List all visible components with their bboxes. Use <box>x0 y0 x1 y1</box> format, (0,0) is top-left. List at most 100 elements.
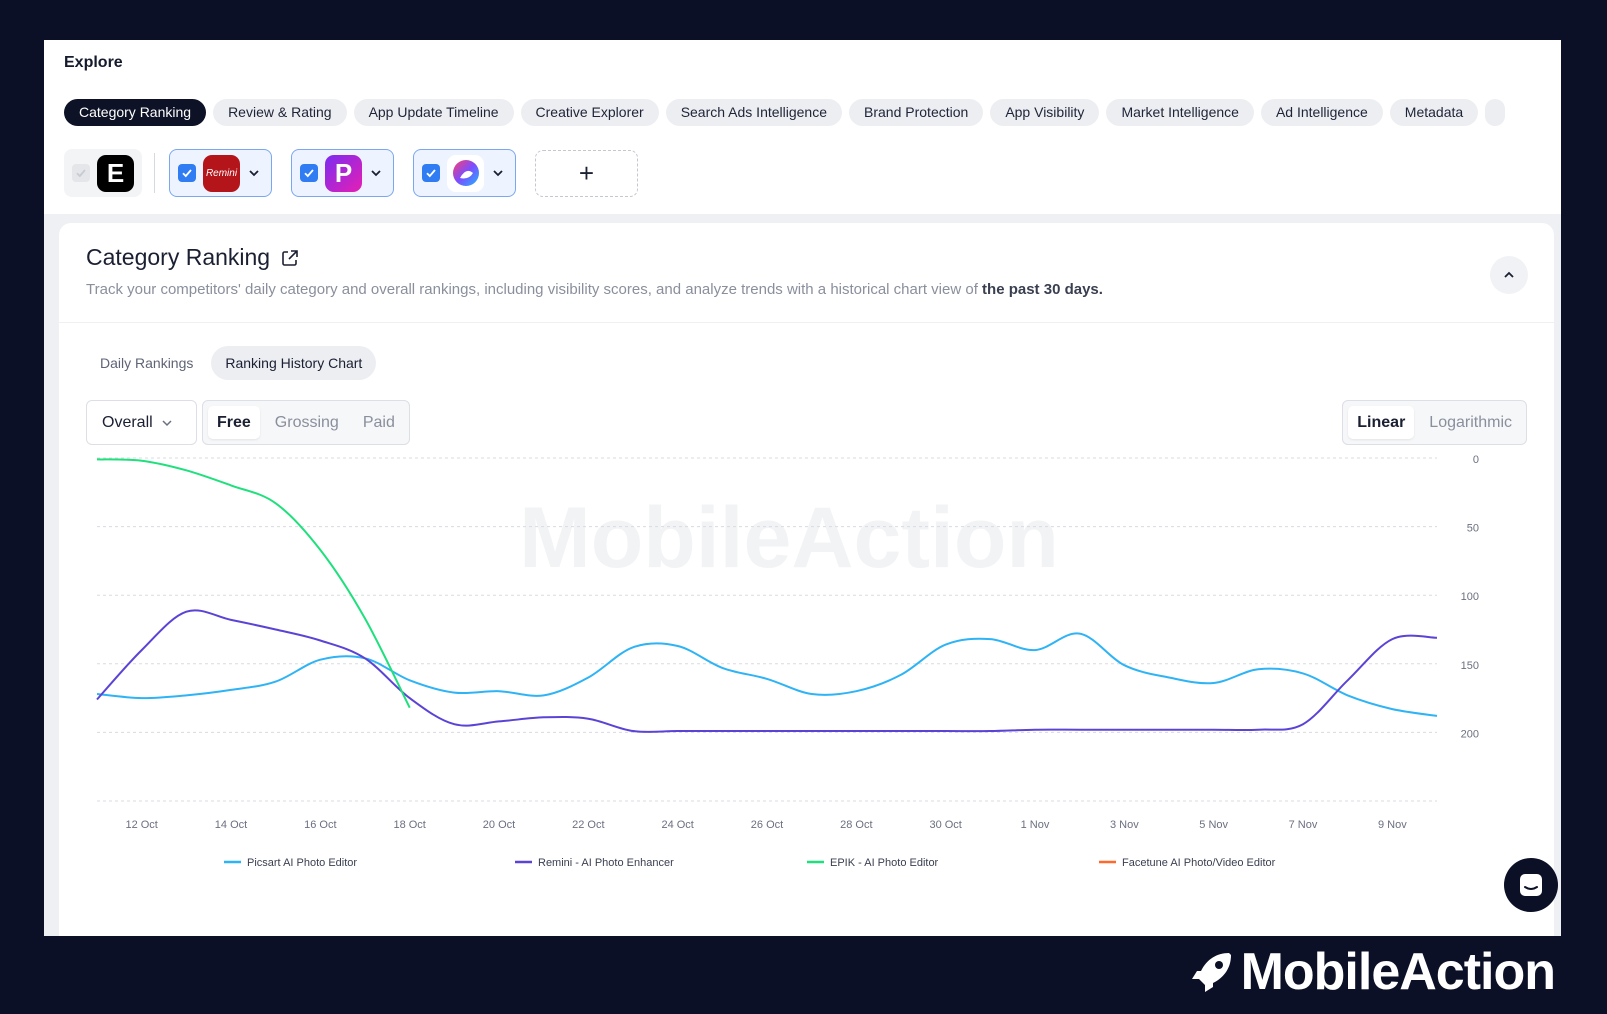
chart-controls: Overall Free Grossing Paid <box>86 400 410 445</box>
chevron-down-icon[interactable] <box>247 166 261 180</box>
x-tick-label: 5 Nov <box>1199 819 1228 831</box>
chevron-up-icon <box>1504 271 1514 278</box>
chevron-down-icon[interactable] <box>491 166 505 180</box>
view-tabs: Daily Rankings Ranking History Chart <box>86 346 377 380</box>
segment-logarithmic[interactable]: Logarithmic <box>1429 414 1512 431</box>
tab-market-intelligence[interactable]: Market Intelligence <box>1106 99 1254 126</box>
checkbox-icon[interactable] <box>178 164 196 182</box>
chart-legend: Picsart AI Photo Editor Remini - AI Photo… <box>224 857 1276 869</box>
add-app-button[interactable]: + <box>535 149 638 197</box>
legend-item[interactable]: Picsart AI Photo Editor <box>224 857 357 869</box>
x-tick-label: 20 Oct <box>483 819 515 831</box>
feature-tabs: Category Ranking Review & Rating App Upd… <box>64 99 1561 126</box>
x-tick-label: 7 Nov <box>1289 819 1318 831</box>
chevron-down-icon <box>162 419 172 426</box>
dropdown-value: Overall <box>102 413 153 431</box>
app-chip-remini[interactable]: Remini <box>169 149 272 197</box>
x-tick-label: 26 Oct <box>751 819 783 831</box>
tab-daily-rankings[interactable]: Daily Rankings <box>100 355 194 371</box>
x-tick-label: 16 Oct <box>304 819 336 831</box>
tab-search-ads-intelligence[interactable]: Search Ads Intelligence <box>665 99 843 126</box>
rocket-logo-icon <box>1191 953 1231 992</box>
x-tick-label: 12 Oct <box>125 819 157 831</box>
scale-segment: Linear Logarithmic <box>1342 400 1527 445</box>
divider <box>154 153 155 193</box>
segment-free[interactable]: Free <box>208 406 260 439</box>
y-tick-label: 0 <box>1473 455 1479 466</box>
tab-app-visibility[interactable]: App Visibility <box>990 99 1100 126</box>
x-tick-label: 14 Oct <box>215 819 247 831</box>
card-divider <box>59 322 1554 323</box>
x-axis: 12 Oct 14 Oct 16 Oct 18 Oct 20 Oct 22 Oct 24 O… <box>125 819 1407 831</box>
category-ranking-card: Category Ranking Track your competitors'… <box>59 223 1554 936</box>
chat-icon <box>1520 874 1542 896</box>
x-tick-label: 28 Oct <box>840 819 872 831</box>
legend-label: EPIK - AI Photo Editor <box>830 857 939 869</box>
facetune-app-icon <box>447 154 484 192</box>
pricing-segment: Free Grossing Paid <box>202 400 410 445</box>
series-lines <box>96 458 1438 733</box>
checkbox-icon[interactable] <box>422 164 440 182</box>
app-selector: E Remini P <box>64 148 638 198</box>
legend-label: Remini - AI Photo Enhancer <box>538 857 674 869</box>
ranking-history-chart: MobileAction 0 50 100 150 200 12 Oct 14 Oct 16… <box>96 455 1479 869</box>
tab-metadata[interactable]: Metadata <box>1389 99 1479 126</box>
app-chip-epik[interactable]: E <box>64 149 142 197</box>
checkbox-icon[interactable] <box>72 164 90 182</box>
epik-app-icon: E <box>97 154 134 192</box>
chevron-down-icon[interactable] <box>369 166 383 180</box>
picsart-app-icon: P <box>325 154 362 192</box>
card-description-text: Track your competitors' daily category a… <box>86 281 983 298</box>
x-tick-label: 9 Nov <box>1378 819 1407 831</box>
y-axis: 0 50 100 150 200 <box>1461 455 1479 740</box>
legend-item[interactable]: Facetune AI Photo/Video Editor <box>1099 857 1276 869</box>
card-description: Track your competitors' daily category a… <box>86 281 1103 298</box>
legend-item[interactable]: EPIK - AI Photo Editor <box>807 857 939 869</box>
chart-grid <box>97 457 1437 802</box>
scale-toggle: Linear Logarithmic <box>1342 400 1527 445</box>
tab-brand-protection[interactable]: Brand Protection <box>849 99 984 126</box>
y-tick-label: 50 <box>1467 523 1479 535</box>
checkbox-icon[interactable] <box>300 164 318 182</box>
series-line[interactable] <box>96 632 1438 717</box>
watermark-text: MobileAction <box>519 490 1059 586</box>
app-chip-facetune[interactable] <box>413 149 516 197</box>
tab-app-update-timeline[interactable]: App Update Timeline <box>353 99 514 126</box>
y-tick-label: 150 <box>1461 660 1479 672</box>
app-chip-picsart[interactable]: P <box>291 149 394 197</box>
x-tick-label: 3 Nov <box>1110 819 1139 831</box>
explore-heading: Explore <box>64 54 123 71</box>
brand-logo: MobileAction <box>1189 942 1556 1002</box>
x-tick-label: 24 Oct <box>661 819 693 831</box>
y-tick-label: 200 <box>1461 728 1479 740</box>
ranking-type-dropdown[interactable]: Overall <box>86 400 197 445</box>
tab-ad-intelligence[interactable]: Ad Intelligence <box>1260 99 1383 126</box>
tab-review-rating[interactable]: Review & Rating <box>213 99 347 126</box>
segment-linear[interactable]: Linear <box>1348 406 1415 439</box>
segment-paid[interactable]: Paid <box>362 414 395 431</box>
segment-grossing[interactable]: Grossing <box>274 414 339 431</box>
chat-launcher-button[interactable] <box>1504 858 1558 912</box>
x-tick-label: 30 Oct <box>929 819 961 831</box>
series-line[interactable] <box>96 458 411 709</box>
collapse-button[interactable] <box>1490 256 1528 294</box>
card-description-bold: the past 30 days. <box>982 281 1103 298</box>
x-tick-label: 1 Nov <box>1021 819 1050 831</box>
tab-overflow[interactable] <box>1485 99 1506 126</box>
brand-text: MobileAction <box>1240 943 1556 1001</box>
tab-category-ranking[interactable]: Category Ranking <box>64 99 207 126</box>
legend-label: Picsart AI Photo Editor <box>247 857 357 869</box>
legend-item[interactable]: Remini - AI Photo Enhancer <box>515 857 674 869</box>
series-line[interactable] <box>96 609 1438 733</box>
tab-creative-explorer[interactable]: Creative Explorer <box>520 99 659 126</box>
tab-ranking-history-chart[interactable]: Ranking History Chart <box>211 346 377 380</box>
remini-app-icon: Remini <box>203 154 240 192</box>
external-link-icon[interactable] <box>280 248 300 268</box>
legend-label: Facetune AI Photo/Video Editor <box>1122 857 1276 869</box>
top-panel: Explore Category Ranking Review & Rating… <box>44 40 1561 214</box>
y-tick-label: 100 <box>1461 591 1479 603</box>
app-window: Explore Category Ranking Review & Rating… <box>44 40 1561 936</box>
card-title-text: Category Ranking <box>86 244 271 270</box>
x-tick-label: 18 Oct <box>393 819 425 831</box>
card-title: Category Ranking <box>86 244 300 271</box>
